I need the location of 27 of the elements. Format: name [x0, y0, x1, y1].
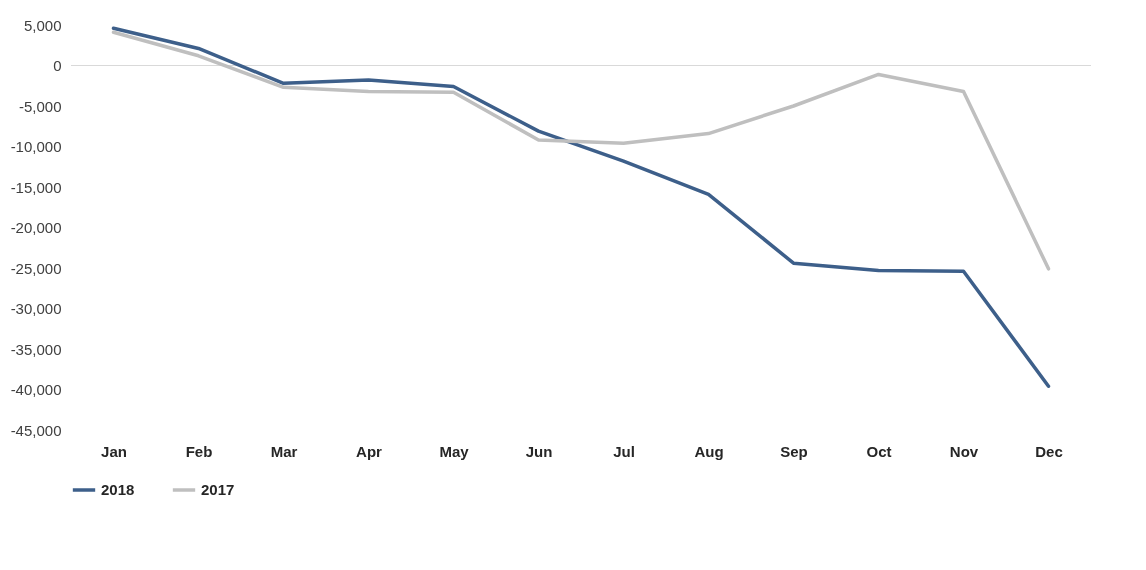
- x-tick-label: Jun: [525, 442, 553, 460]
- y-tick-label: -45,000: [10, 421, 62, 439]
- x-tick-label: Sep: [780, 442, 808, 460]
- y-tick-label: -40,000: [10, 381, 62, 398]
- x-tick-label: Oct: [866, 442, 892, 460]
- x-tick-label: Mar: [270, 442, 298, 460]
- x-tick-label: Jul: [613, 442, 635, 460]
- x-tick-label: Dec: [1035, 442, 1063, 460]
- x-tick-label: Jan: [101, 442, 127, 460]
- line-series: [111, 30, 1051, 271]
- x-tick-label: Nov: [949, 442, 979, 460]
- y-tick-label: -10,000: [10, 138, 62, 155]
- y-tick-label: -25,000: [10, 259, 62, 277]
- y-tick-label: 0: [53, 57, 62, 74]
- legend-label: 2018: [101, 481, 135, 498]
- line-series: [111, 26, 1051, 389]
- x-tick-label: May: [439, 442, 470, 460]
- x-tick-label: Aug: [694, 442, 724, 460]
- x-tick-label: Feb: [185, 442, 213, 460]
- y-tick-label: -30,000: [10, 300, 62, 317]
- y-tick-label: -35,000: [10, 340, 62, 358]
- y-tick-label: 5,000: [23, 16, 62, 34]
- x-tick-label: Apr: [356, 442, 383, 460]
- y-tick-label: -20,000: [10, 219, 62, 236]
- legend-label: 2017: [201, 481, 235, 498]
- y-tick-label: -5,000: [18, 97, 62, 115]
- y-tick-label: -15,000: [10, 178, 62, 196]
